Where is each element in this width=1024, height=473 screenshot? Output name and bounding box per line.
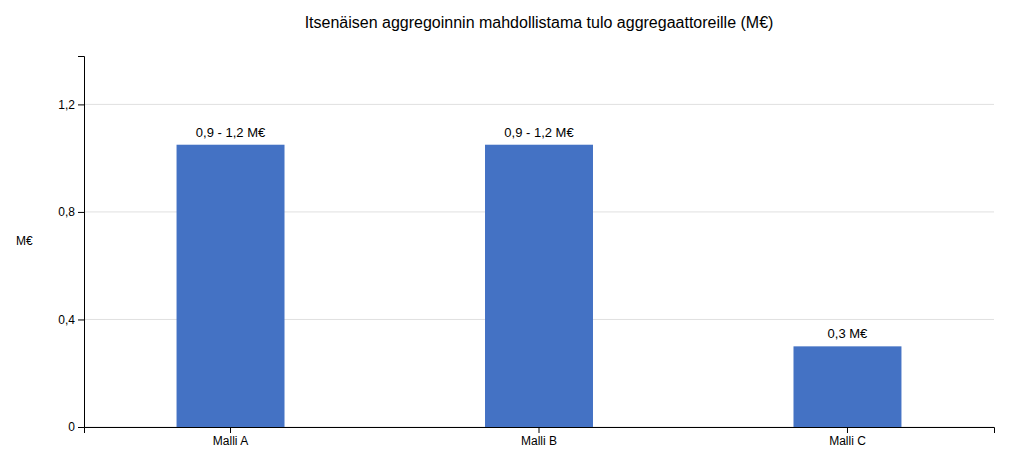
- x-tick: Malli B: [521, 427, 557, 448]
- y-tick-mark: [78, 104, 84, 105]
- bar: [485, 145, 593, 427]
- y-axis: 0 0,4 0,8 1,2: [58, 57, 84, 435]
- y-tick-label: 1,2: [58, 98, 75, 112]
- x-axis: Malli A Malli B Malli C: [85, 427, 995, 448]
- y-tick-mark: [78, 427, 84, 428]
- y-tick: 0: [68, 420, 84, 434]
- y-tick-label: 0,4: [58, 313, 75, 327]
- chart: 0 0,4 0,8 1,2 Malli A Malli B Malli C 0,9 - 1,2…: [0, 0, 1024, 473]
- data-label: 0,3 M€: [828, 326, 869, 341]
- bar: [793, 346, 901, 427]
- x-tick: Malli C: [829, 427, 866, 448]
- y-tick-label: 0: [68, 420, 75, 434]
- y-tick: 0,4: [58, 313, 84, 327]
- title: Itsenäisen aggregoinnin mahdollistama tu…: [305, 14, 774, 31]
- bars: [177, 145, 902, 427]
- data-label: 0,9 - 1,2 M€: [196, 125, 266, 140]
- x-tick-mark: [539, 427, 540, 433]
- x-tick-label: Malli A: [213, 434, 248, 448]
- y-axis-line: [78, 57, 85, 428]
- x-axis-line: [85, 428, 995, 434]
- y-tick-label: 0,8: [58, 205, 75, 219]
- x-tick: Malli A: [213, 427, 248, 448]
- data-label: 0,9 - 1,2 M€: [504, 125, 574, 140]
- bar: [177, 145, 285, 427]
- grid-line: [84, 104, 994, 105]
- y-tick-mark: [78, 319, 84, 320]
- y-tick: 1,2: [58, 98, 84, 112]
- data-labels: 0,9 - 1,2 M€ 0,9 - 1,2 M€ 0,3 M€: [196, 125, 868, 342]
- y-axis-title: M€: [16, 234, 33, 248]
- x-tick-mark: [230, 427, 231, 433]
- x-tick-mark: [847, 427, 848, 433]
- x-tick-label: Malli B: [521, 434, 557, 448]
- y-tick-mark: [78, 212, 84, 213]
- x-tick-label: Malli C: [829, 434, 866, 448]
- y-tick: 0,8: [58, 205, 84, 219]
- grid: [84, 104, 994, 427]
- plot: 0 0,4 0,8 1,2 Malli A Malli B Malli C 0,9 - 1,2…: [58, 57, 994, 448]
